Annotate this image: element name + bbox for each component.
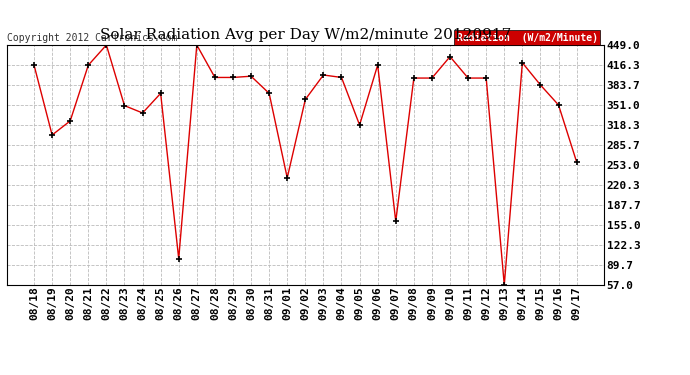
Title: Solar Radiation Avg per Day W/m2/minute 20120917: Solar Radiation Avg per Day W/m2/minute … — [99, 28, 511, 42]
Text: Radiation  (W/m2/Minute): Radiation (W/m2/Minute) — [457, 33, 598, 43]
Text: Copyright 2012 Cartronics.com: Copyright 2012 Cartronics.com — [7, 33, 177, 43]
